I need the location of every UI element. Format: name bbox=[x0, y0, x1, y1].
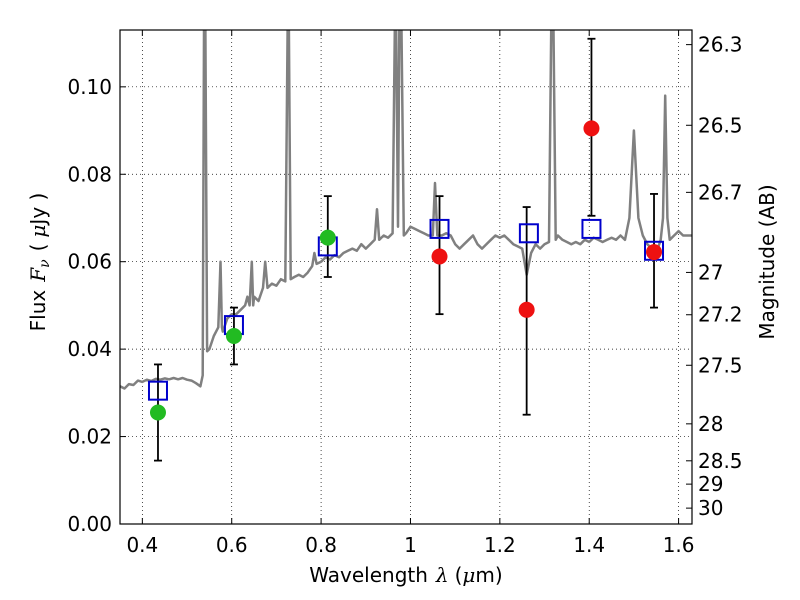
x-axis-title: Wavelength λ (μm) bbox=[309, 563, 502, 587]
x-tick-label: 1.6 bbox=[663, 533, 695, 557]
x-tick-label: 0.4 bbox=[126, 533, 158, 557]
observed-circle-marker bbox=[225, 328, 242, 345]
observed-circle-marker bbox=[646, 244, 663, 261]
x-tick-label: 0.8 bbox=[305, 533, 337, 557]
y-tick-label: 0.10 bbox=[67, 75, 112, 99]
model-square-marker bbox=[147, 380, 168, 401]
model-square-marker bbox=[518, 223, 539, 244]
spectrum-line bbox=[120, 30, 692, 390]
y-axis-title: FluxFν(μJy ) bbox=[26, 193, 53, 332]
y2-tick-label: 27.2 bbox=[698, 303, 743, 327]
plot-frame bbox=[119, 29, 693, 525]
y2-tick-label: 26.3 bbox=[698, 33, 743, 57]
spectrum-line-layer bbox=[120, 30, 692, 390]
observed-circle-marker bbox=[149, 404, 166, 421]
y-tick-label: 0.06 bbox=[67, 250, 112, 274]
model-square-marker bbox=[581, 218, 602, 239]
y2-tick-label: 30 bbox=[698, 496, 723, 520]
y-tick-label: 0.02 bbox=[67, 425, 112, 449]
y2-tick-label: 29 bbox=[698, 472, 723, 496]
tick-layer: 0.4 0.6 0.8 1 1.2 1.4 1.6 0.00 0.02 0.04 0.06 0.08 0… bbox=[67, 30, 743, 557]
x-tick-label: 1 bbox=[404, 533, 417, 557]
y-tick-label: 0.00 bbox=[67, 512, 112, 536]
model-square-marker bbox=[429, 218, 450, 239]
y2-tick-label: 28 bbox=[698, 412, 723, 436]
observed-circle-marker bbox=[431, 248, 448, 265]
x-tick-label: 1.2 bbox=[484, 533, 516, 557]
y-tick-label: 0.08 bbox=[67, 162, 112, 186]
x-tick-label: 0.6 bbox=[216, 533, 248, 557]
marker-layer bbox=[147, 120, 665, 421]
y2-tick-label: 27 bbox=[698, 260, 723, 284]
y2-tick-label: 28.5 bbox=[698, 449, 743, 473]
observed-circle-marker bbox=[583, 120, 600, 137]
errorbar-layer bbox=[153, 37, 659, 462]
x-tick-label: 1.4 bbox=[573, 533, 605, 557]
observed-circle-marker bbox=[319, 229, 336, 246]
y2-tick-label: 26.7 bbox=[698, 180, 743, 204]
y-tick-label: 0.04 bbox=[67, 337, 112, 361]
observed-circle-marker bbox=[518, 301, 535, 318]
y2-tick-label: 27.5 bbox=[698, 353, 743, 377]
y2-axis-title: Magnitude (AB) bbox=[755, 184, 779, 339]
y2-tick-label: 26.5 bbox=[698, 113, 743, 137]
grid bbox=[120, 30, 692, 524]
